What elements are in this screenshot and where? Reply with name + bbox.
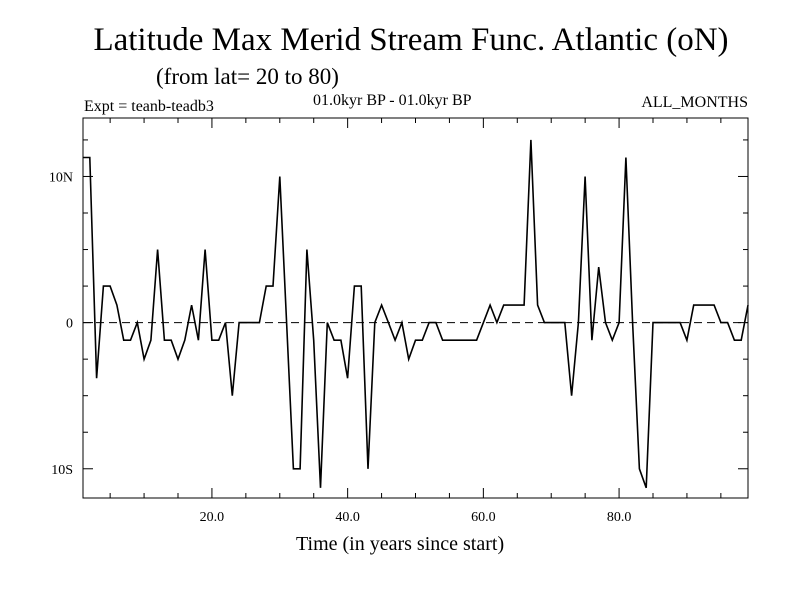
chart-title: Latitude Max Merid Stream Func. Atlantic… [93,22,729,58]
x-tick-label: 20.0 [200,510,225,525]
x-tick-label: 80.0 [607,510,632,525]
experiment-label: Expt = teanb-teadb3 [84,98,214,115]
x-axis-label: Time (in years since start) [296,533,505,555]
series-line [83,139,749,489]
y-tick-label: 0 [66,317,73,332]
months-label: ALL_MONTHS [641,94,748,111]
tick-labels: 20.0 40.0 60.0 80.0 10S 0 10N [49,170,631,525]
x-tick-label: 40.0 [335,510,360,525]
period-label: 01.0kyr BP - 01.0kyr BP [313,92,472,109]
x-tick-label: 60.0 [471,510,496,525]
chart-subtitle: (from lat= 20 to 80) [156,64,339,89]
y-tick-label: 10N [49,170,73,185]
y-tick-label: 10S [51,463,73,478]
